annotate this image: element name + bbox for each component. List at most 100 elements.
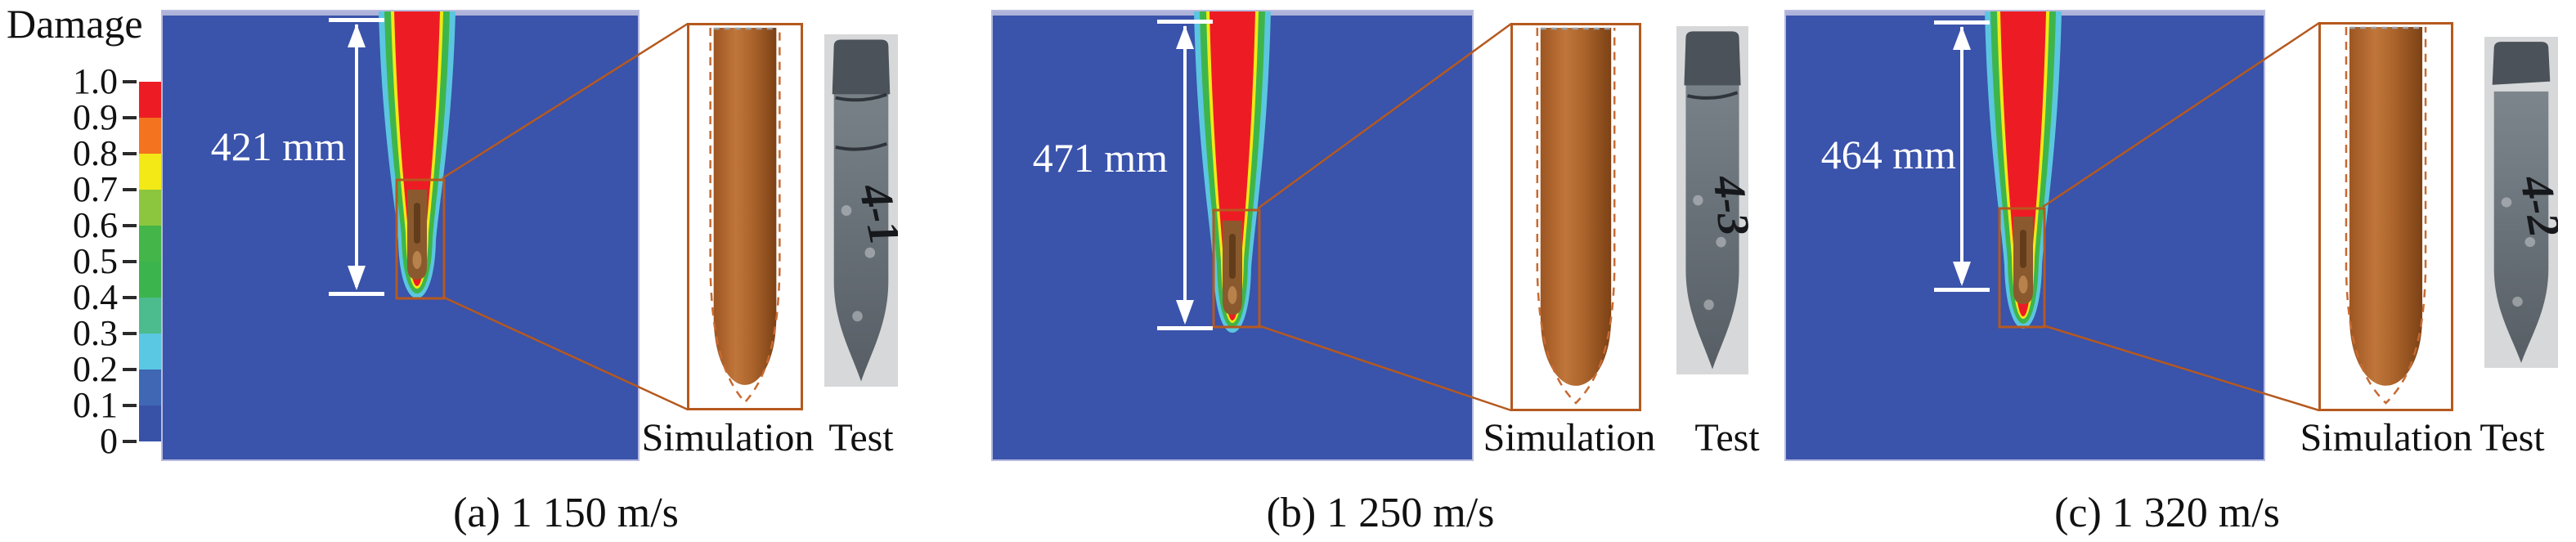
colorbar-segment xyxy=(139,334,162,370)
colorbar-tick xyxy=(123,296,137,299)
zoom-source-box xyxy=(1998,207,2046,329)
test-label-c: Test xyxy=(2480,416,2545,459)
simulation-label-a: Simulation xyxy=(641,416,815,459)
recovered-projectile-body xyxy=(1685,38,1739,370)
colorbar-tick-label: 0.5 xyxy=(73,241,118,281)
colorbar-segment xyxy=(139,118,162,154)
colorbar-segment xyxy=(139,82,162,118)
colorbar-tick xyxy=(123,404,137,407)
test-photo-c: 4-2 xyxy=(2484,37,2570,368)
colorbar-segment xyxy=(139,405,162,441)
colorbar-tick-label: 0.3 xyxy=(73,313,118,353)
colorbar-tick-label: 0.9 xyxy=(73,97,118,137)
colorbar-tick xyxy=(123,224,137,227)
residual-projectile-render-a xyxy=(709,27,781,404)
recovered-projectile-body xyxy=(833,46,889,382)
damage-contour-plot-a xyxy=(163,11,638,300)
colorbar-tick-label: 0.2 xyxy=(73,349,118,389)
test-label-b: Test xyxy=(1694,416,1760,459)
original-projectile-outline-dashed xyxy=(2345,27,2427,405)
photo-speckle xyxy=(2524,237,2536,248)
colorbar-tick xyxy=(123,80,137,83)
colorbar-tick xyxy=(123,152,137,155)
projectile-core-streak xyxy=(2020,230,2026,268)
test-label-a: Test xyxy=(828,416,894,459)
projectile-core-streak xyxy=(414,203,420,244)
caption-c: (c) 1 320 m/s xyxy=(2054,490,2280,536)
colorbar-tick xyxy=(123,260,137,263)
projectile-core-streak xyxy=(1229,234,1236,279)
colorbar-segment xyxy=(139,226,162,262)
crack-line xyxy=(835,92,887,102)
residual-projectile-render-b xyxy=(1536,27,1616,405)
projectile-inset-a xyxy=(687,23,803,410)
recovered-projectile-photo-b: 4-3 xyxy=(1676,26,1760,374)
colorbar-segment xyxy=(139,190,162,226)
recovered-projectile-body xyxy=(2493,91,2549,363)
simulated-residual-projectile xyxy=(2349,27,2423,386)
colorbar-tick-label: 1.0 xyxy=(73,61,118,101)
recovered-projectile-photo-c: 4-2 xyxy=(2484,37,2570,368)
original-projectile-outline-dashed xyxy=(709,28,781,404)
depth-dimension-arrow xyxy=(1157,20,1213,330)
damage-contour-band xyxy=(2000,11,2046,316)
colorbar-tick-label: 0.6 xyxy=(73,205,118,245)
test-photo-a: 4-1 xyxy=(824,34,911,387)
damage-contour-plot-b xyxy=(993,11,1472,333)
colorbar-segment xyxy=(139,262,162,298)
damage-contour-band xyxy=(394,11,440,286)
colorbar-tick xyxy=(123,332,137,335)
projectile-tip-highlight xyxy=(2018,275,2028,293)
damage-contour-band xyxy=(1209,11,1255,320)
projectile-tip-highlight xyxy=(412,251,422,269)
original-projectile-outline-dashed xyxy=(1536,28,1616,405)
projectile-inset-b xyxy=(1510,23,1641,411)
zoom-source-box xyxy=(1212,208,1261,329)
colorbar-tick xyxy=(123,116,137,119)
colorbar-tick xyxy=(123,368,137,371)
damage-legend: Damage 1.0 0.9 0.8 0.7 0.6 0.5 0.4 0.3 0.2 0.1 0 xyxy=(0,0,188,542)
colorbar-segment xyxy=(139,370,162,405)
residual-projectile-render-c xyxy=(2345,26,2427,405)
colorbar-tick xyxy=(123,188,137,191)
photo-speckle xyxy=(2501,197,2512,208)
projectile-head-fragment xyxy=(832,39,891,95)
colorbar-segment xyxy=(139,154,162,190)
colorbar-tick-label: 0.4 xyxy=(73,277,118,317)
projectile-head-fragment xyxy=(2492,42,2551,85)
recovered-projectile-photo-a: 4-1 xyxy=(824,34,911,387)
projectile-head-fragment xyxy=(1684,31,1741,86)
colorbar-tick-label: 0.1 xyxy=(73,385,118,425)
photo-speckle xyxy=(864,247,876,258)
photo-speckle xyxy=(1703,299,1714,311)
colorbar-segment xyxy=(139,298,162,334)
photo-speckle xyxy=(2512,296,2523,307)
damage-contour-plot-c xyxy=(1786,11,2264,329)
legend-title: Damage xyxy=(7,1,143,47)
depth-dimension-arrow xyxy=(329,18,384,296)
photo-speckle xyxy=(1693,195,1703,206)
simulation-panel-a: 421 mm xyxy=(161,10,640,461)
colorbar-tick-label: 0.8 xyxy=(73,133,118,173)
photo-speckle xyxy=(852,311,863,322)
projectile-tip-highlight xyxy=(1227,286,1237,304)
simulation-label-b: Simulation xyxy=(1483,416,1656,459)
simulated-residual-projectile xyxy=(713,28,777,385)
crack-line xyxy=(1686,91,1739,100)
photo-speckle xyxy=(1716,236,1726,248)
caption-b: (b) 1 250 m/s xyxy=(1266,490,1495,536)
simulation-panel-b: 471 mm xyxy=(991,10,1474,461)
zoom-source-box xyxy=(395,178,446,300)
colorbar-tick xyxy=(123,440,137,443)
photo-speckle xyxy=(841,205,852,216)
crack-line xyxy=(835,142,887,151)
simulation-panel-c: 464 mm xyxy=(1784,10,2265,461)
simulation-label-c: Simulation xyxy=(2300,416,2473,459)
colorbar-tick-label: 0.7 xyxy=(73,169,118,209)
colorbar-tick-label: 0 xyxy=(100,421,118,461)
penetration-depth-label-b: 471 mm xyxy=(1032,135,1168,181)
caption-a: (a) 1 150 m/s xyxy=(453,490,679,536)
projectile-inset-c xyxy=(2318,22,2453,411)
specimen-mark: 4-3 xyxy=(1703,172,1748,238)
